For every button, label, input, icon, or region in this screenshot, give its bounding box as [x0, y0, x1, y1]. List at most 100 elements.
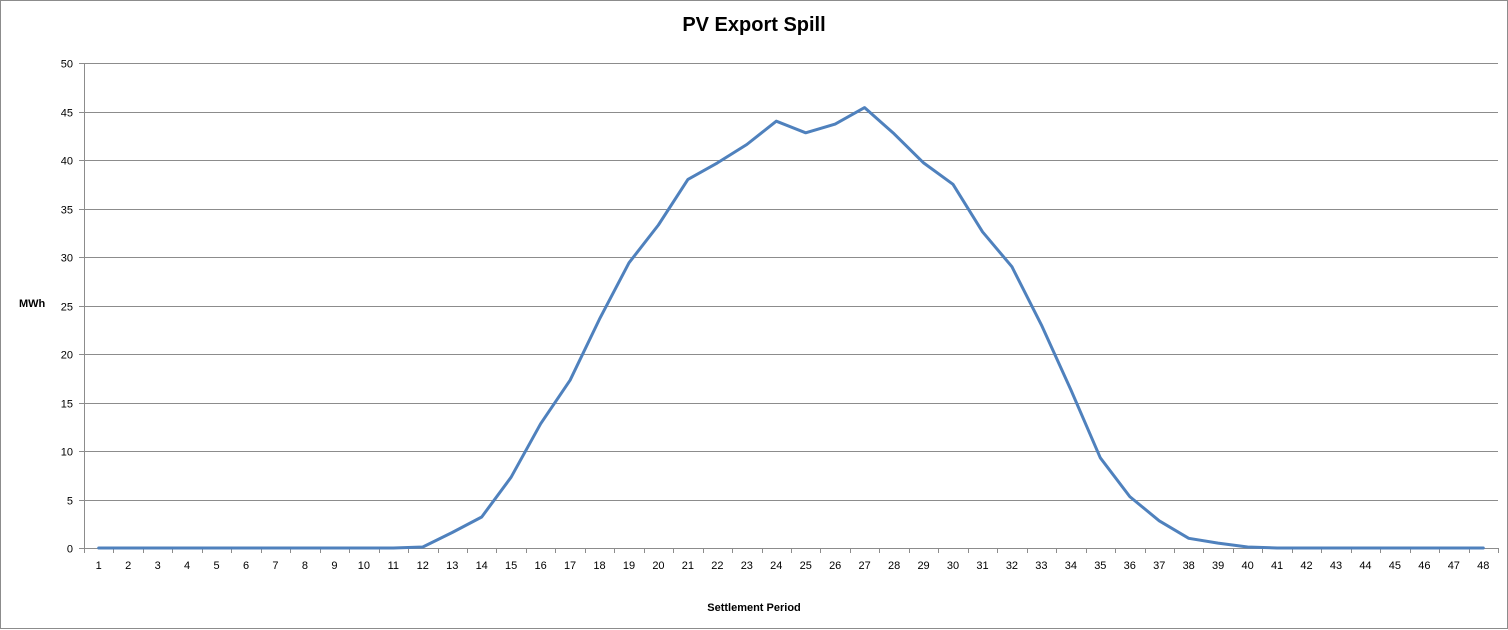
x-tick-label: 20 [652, 560, 664, 572]
data-point [598, 318, 601, 321]
data-point [215, 547, 218, 550]
data-point [186, 547, 189, 550]
data-point [716, 161, 719, 164]
x-tick-label: 7 [272, 560, 278, 572]
x-tick-label: 34 [1065, 560, 1077, 572]
x-tick-label: 38 [1183, 560, 1195, 572]
x-tick-label: 5 [214, 560, 220, 572]
x-tick-label: 10 [358, 560, 370, 572]
data-point [1040, 323, 1043, 326]
y-tick-label: 45 [61, 108, 73, 120]
x-tick-label: 36 [1124, 560, 1136, 572]
data-point [127, 547, 130, 550]
data-point [1158, 519, 1161, 522]
x-tick-label: 15 [505, 560, 517, 572]
x-tick-label: 32 [1006, 560, 1018, 572]
data-point [1423, 547, 1426, 550]
y-tick-label: 50 [61, 59, 73, 71]
data-point [480, 516, 483, 519]
x-tick-label: 9 [331, 560, 337, 572]
x-axis-label: Settlement Period [707, 602, 801, 614]
y-tick-label: 20 [61, 350, 73, 362]
data-point [952, 183, 955, 186]
data-point [362, 547, 365, 550]
data-point [1246, 546, 1249, 549]
x-tick-label: 2 [125, 560, 131, 572]
data-point [97, 547, 100, 550]
data-point [510, 476, 513, 479]
y-tick-label: 10 [61, 447, 73, 459]
x-tick-label: 45 [1389, 560, 1401, 572]
x-tick-label: 47 [1448, 560, 1460, 572]
data-point [893, 132, 896, 135]
chart-title: PV Export Spill [682, 14, 826, 36]
x-tick-label: 23 [741, 560, 753, 572]
x-tick-label: 22 [711, 560, 723, 572]
data-point [245, 547, 248, 550]
x-tick-label: 17 [564, 560, 576, 572]
data-point [1187, 537, 1190, 540]
x-tick-label: 28 [888, 560, 900, 572]
x-tick-label: 42 [1300, 560, 1312, 572]
y-axis-label: MWh [19, 298, 46, 310]
data-point [1276, 547, 1279, 550]
data-point [451, 531, 454, 534]
data-point [274, 547, 277, 550]
data-point [981, 230, 984, 233]
data-point [1482, 547, 1485, 550]
data-point [303, 547, 306, 550]
x-tick-label: 46 [1418, 560, 1430, 572]
x-tick-label: 4 [184, 560, 190, 572]
x-tick-label: 48 [1477, 560, 1489, 572]
series-line [97, 106, 1485, 550]
data-point [775, 120, 778, 123]
x-tick-label: 37 [1153, 560, 1165, 572]
data-point [569, 379, 572, 382]
data-point [421, 546, 424, 549]
data-point [863, 106, 866, 109]
x-tick-label: 16 [534, 560, 546, 572]
data-point [1217, 542, 1220, 545]
data-point [1128, 495, 1131, 498]
data-point [1305, 547, 1308, 550]
data-point [1335, 547, 1338, 550]
x-tick-label: 44 [1359, 560, 1371, 572]
x-tick-label: 3 [155, 560, 161, 572]
data-point [657, 224, 660, 227]
x-tick-label: 33 [1035, 560, 1047, 572]
data-point [834, 123, 837, 126]
x-tick-label: 39 [1212, 560, 1224, 572]
data-point [922, 161, 925, 164]
y-tick-label: 25 [61, 302, 73, 314]
x-tick-label: 1 [96, 560, 102, 572]
data-point [539, 422, 542, 425]
y-tick-label: 5 [67, 496, 73, 508]
x-tick-label: 30 [947, 560, 959, 572]
x-tick-label: 26 [829, 560, 841, 572]
x-tick-label: 25 [800, 560, 812, 572]
x-tick-label: 21 [682, 560, 694, 572]
x-tick-label: 11 [388, 560, 399, 572]
data-point [1452, 547, 1455, 550]
y-tick-label: 30 [61, 253, 73, 265]
data-point [1393, 547, 1396, 550]
data-point [1069, 388, 1072, 391]
data-point [156, 547, 159, 550]
x-tick-label: 40 [1241, 560, 1253, 572]
x-tick-label: 41 [1271, 560, 1283, 572]
x-tick-label: 18 [593, 560, 605, 572]
x-tick-label: 8 [302, 560, 308, 572]
x-tick-label: 6 [243, 560, 249, 572]
x-tick-label: 14 [476, 560, 488, 572]
data-point [333, 547, 336, 550]
data-point [1364, 547, 1367, 550]
x-tick-label: 27 [859, 560, 871, 572]
y-tick-label: 15 [61, 399, 73, 411]
x-tick-label: 13 [446, 560, 458, 572]
x-tick-label: 19 [623, 560, 635, 572]
data-point [392, 547, 395, 550]
y-tick-label: 0 [67, 544, 73, 556]
data-point [804, 131, 807, 134]
